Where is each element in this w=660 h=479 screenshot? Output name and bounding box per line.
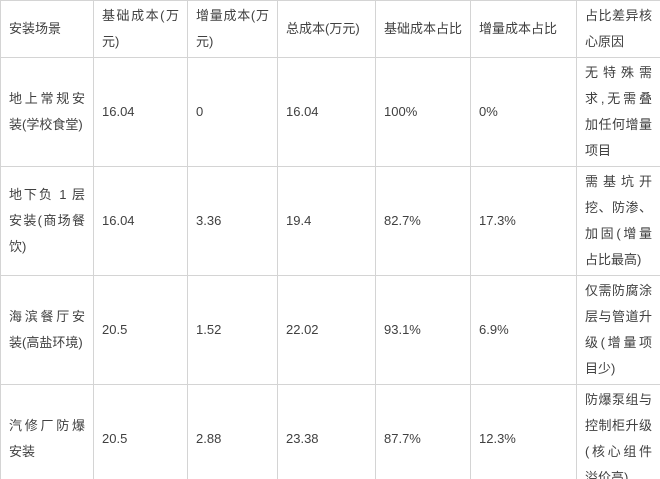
cell-incremental-ratio: 0% — [470, 57, 577, 167]
header-cell-incremental-ratio: 增量成本占比 — [470, 0, 577, 58]
cell-reason: 仅需防腐涂层与管道升级(增量项目少) — [576, 275, 660, 385]
cell-incremental-cost: 2.88 — [187, 384, 278, 479]
cell-base-ratio: 82.7% — [375, 166, 471, 276]
cell-scenario: 地下负 1 层安装(商场餐饮) — [0, 166, 94, 276]
cell-incremental-cost: 3.36 — [187, 166, 278, 276]
cell-incremental-ratio: 12.3% — [470, 384, 577, 479]
cell-scenario: 汽修厂防爆安装 — [0, 384, 94, 479]
cell-base-cost: 20.5 — [93, 384, 188, 479]
cell-total-cost: 23.38 — [277, 384, 376, 479]
cell-incremental-cost: 1.52 — [187, 275, 278, 385]
cell-total-cost: 19.4 — [277, 166, 376, 276]
cell-total-cost: 16.04 — [277, 57, 376, 167]
cell-base-cost: 16.04 — [93, 166, 188, 276]
cell-incremental-ratio: 6.9% — [470, 275, 577, 385]
cell-reason: 无特殊需求,无需叠加任何增量项目 — [576, 57, 660, 167]
header-row: 安装场景 基础成本(万元) 增量成本(万元) 总成本(万元) 基础成本占比 增量… — [0, 0, 660, 58]
cell-total-cost: 22.02 — [277, 275, 376, 385]
cell-base-cost: 20.5 — [93, 275, 188, 385]
header-cell-scenario: 安装场景 — [0, 0, 94, 58]
cell-reason: 防爆泵组与控制柜升级(核心组件溢价高) — [576, 384, 660, 479]
cell-base-ratio: 100% — [375, 57, 471, 167]
header-cell-base-ratio: 基础成本占比 — [375, 0, 471, 58]
header-cell-incremental-cost: 增量成本(万元) — [187, 0, 278, 58]
cell-reason: 需基坑开挖、防渗、加固(增量占比最高) — [576, 166, 660, 276]
cell-base-ratio: 93.1% — [375, 275, 471, 385]
cell-incremental-ratio: 17.3% — [470, 166, 577, 276]
cell-base-cost: 16.04 — [93, 57, 188, 167]
header-cell-reason: 占比差异核心原因 — [576, 0, 660, 58]
cell-scenario: 地上常规安装(学校食堂) — [0, 57, 94, 167]
table-row: 海滨餐厅安装(高盐环境) 20.5 1.52 22.02 93.1% 6.9% … — [0, 275, 660, 385]
header-cell-base-cost: 基础成本(万元) — [93, 0, 188, 58]
cell-base-ratio: 87.7% — [375, 384, 471, 479]
cell-scenario: 海滨餐厅安装(高盐环境) — [0, 275, 94, 385]
cell-incremental-cost: 0 — [187, 57, 278, 167]
table-row: 地上常规安装(学校食堂) 16.04 0 16.04 100% 0% 无特殊需求… — [0, 57, 660, 167]
header-cell-total-cost: 总成本(万元) — [277, 0, 376, 58]
table-row: 汽修厂防爆安装 20.5 2.88 23.38 87.7% 12.3% 防爆泵组… — [0, 384, 660, 479]
table-row: 地下负 1 层安装(商场餐饮) 16.04 3.36 19.4 82.7% 17… — [0, 166, 660, 276]
